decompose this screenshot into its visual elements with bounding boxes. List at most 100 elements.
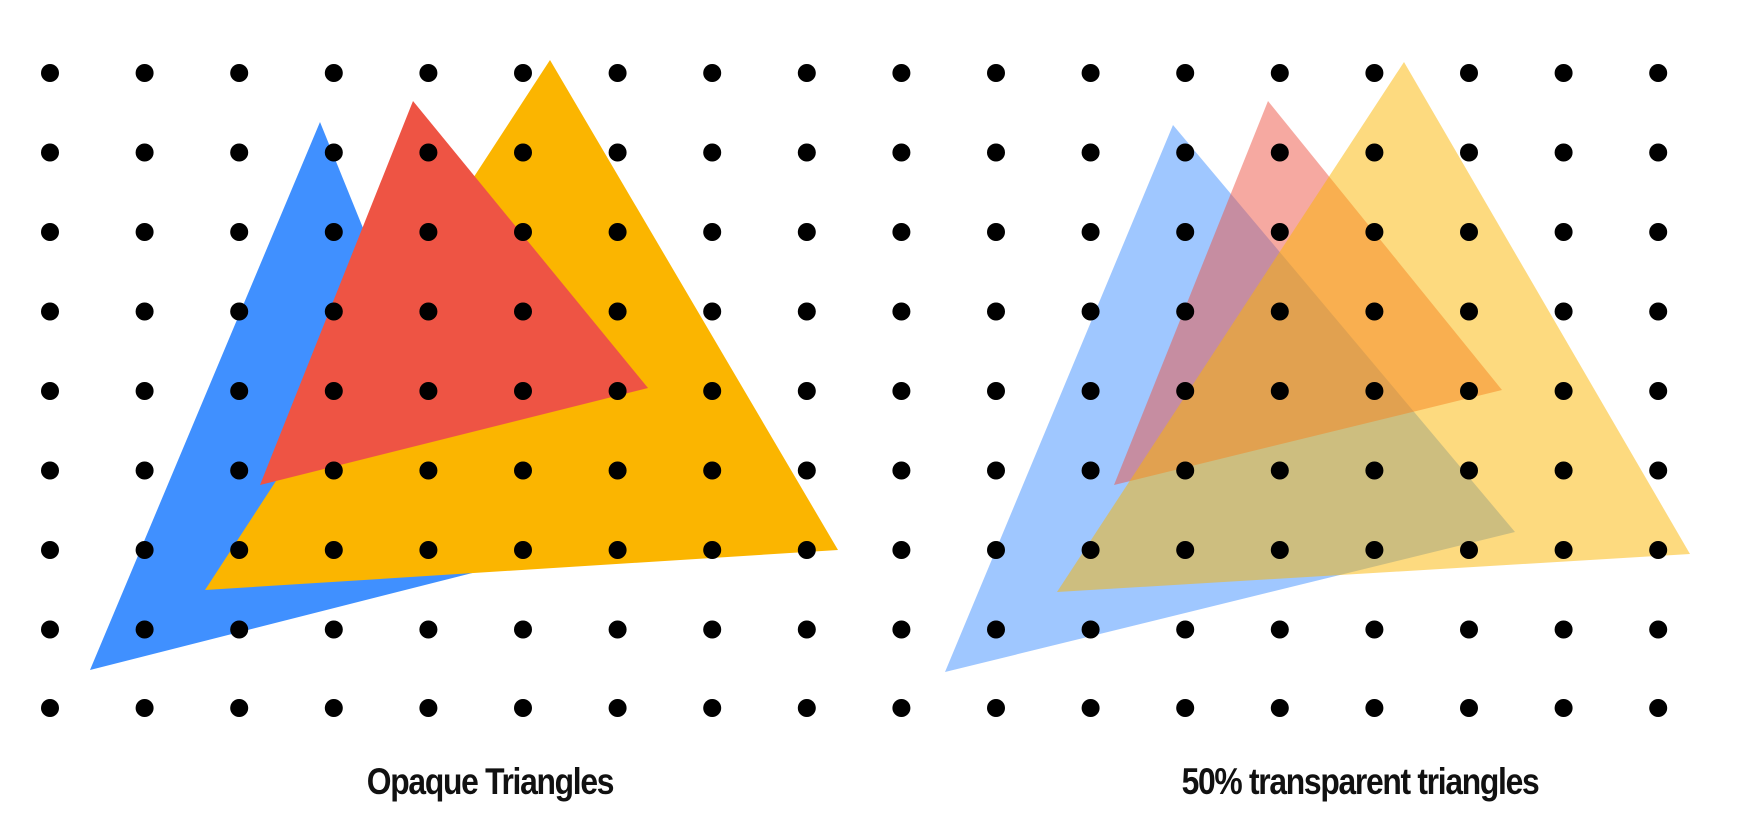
sample-point-dot	[135, 620, 154, 639]
sample-point-dot	[1554, 64, 1573, 82]
sample-point-dot	[230, 620, 249, 639]
sample-point-dot	[1365, 461, 1384, 480]
sample-point-dot	[608, 143, 627, 162]
sample-point-dot	[135, 64, 154, 82]
sample-point-dot	[703, 541, 722, 559]
sample-point-dot	[1365, 382, 1384, 400]
sample-point-dot	[608, 302, 627, 321]
sample-point-dot	[1365, 143, 1384, 162]
sample-point-dot	[1270, 699, 1289, 717]
sample-point-dot	[797, 302, 816, 321]
sample-point-dot	[608, 541, 627, 559]
sample-point-dot	[1270, 302, 1289, 321]
sample-point-dot	[892, 461, 911, 480]
sample-point-dot	[1554, 382, 1573, 400]
sample-point-dot	[1081, 699, 1100, 717]
sample-point-dot	[419, 223, 438, 241]
sample-point-dot	[419, 461, 438, 480]
sample-point-dot	[608, 64, 627, 82]
sample-point-dot	[514, 541, 532, 559]
sample-point-dot	[135, 699, 154, 717]
sample-point-dot	[1460, 64, 1478, 82]
sample-point-dot	[514, 143, 532, 162]
sample-point-dot	[1176, 64, 1195, 82]
sample-point-dot	[135, 223, 154, 241]
sample-point-dot	[230, 143, 249, 162]
sample-point-dot	[797, 64, 816, 82]
sample-point-dot	[797, 461, 816, 480]
sample-point-dot	[892, 143, 911, 162]
sample-point-dot	[1649, 461, 1668, 480]
sample-point-dot	[1270, 461, 1289, 480]
sample-point-dot	[1270, 541, 1289, 559]
sample-point-dot	[1270, 620, 1289, 639]
sample-point-dot	[1554, 699, 1573, 717]
sample-point-dot	[324, 143, 343, 162]
sample-point-dot	[514, 302, 532, 321]
sample-point-dot	[324, 461, 343, 480]
sample-point-dot	[1176, 223, 1195, 241]
sample-point-dot	[1270, 64, 1289, 82]
sample-point-dot	[419, 699, 438, 717]
sample-point-dot	[608, 461, 627, 480]
sample-point-dot	[892, 541, 911, 559]
sample-point-dot	[324, 699, 343, 717]
sample-point-dot	[41, 143, 59, 162]
sample-point-dot	[419, 620, 438, 639]
sample-point-dot	[892, 223, 911, 241]
sample-point-dot	[797, 541, 816, 559]
sample-point-dot	[41, 699, 59, 717]
sample-point-dot	[230, 541, 249, 559]
sample-point-dot	[324, 223, 343, 241]
sample-point-dot	[514, 620, 532, 639]
sample-point-dot	[41, 541, 59, 559]
yellow-triangle	[1057, 62, 1690, 592]
sample-point-dot	[1649, 620, 1668, 639]
sample-point-grid	[41, 64, 1668, 717]
sample-point-dot	[324, 382, 343, 400]
sample-point-dot	[230, 699, 249, 717]
sample-point-dot	[230, 382, 249, 400]
sample-point-dot	[230, 461, 249, 480]
sample-point-dot	[1460, 223, 1478, 241]
sample-point-dot	[892, 302, 911, 321]
sample-point-dot	[797, 620, 816, 639]
sample-point-dot	[1554, 143, 1573, 162]
sample-point-dot	[324, 302, 343, 321]
sample-point-dot	[892, 620, 911, 639]
sample-point-dot	[1460, 541, 1478, 559]
sample-point-dot	[1554, 541, 1573, 559]
sample-point-dot	[1081, 223, 1100, 241]
sample-point-dot	[892, 64, 911, 82]
sample-point-dot	[1649, 699, 1668, 717]
sample-point-dot	[1460, 620, 1478, 639]
sample-point-dot	[1460, 143, 1478, 162]
sample-point-dot	[1460, 382, 1478, 400]
transparent-panel	[945, 62, 1690, 672]
sample-point-dot	[1176, 620, 1195, 639]
transparent-triangles-caption: 50% transparent triangles	[1181, 761, 1540, 802]
sample-point-dot	[1554, 302, 1573, 321]
sample-point-dot	[1649, 541, 1668, 559]
sample-point-dot	[230, 302, 249, 321]
sample-point-dot	[230, 64, 249, 82]
sample-point-dot	[1270, 143, 1289, 162]
sample-point-dot	[1649, 143, 1668, 162]
sample-point-dot	[1365, 620, 1384, 639]
sample-point-dot	[703, 620, 722, 639]
sample-point-dot	[41, 382, 59, 400]
sample-point-dot	[1270, 223, 1289, 241]
sample-point-dot	[1460, 461, 1478, 480]
sample-point-dot	[703, 223, 722, 241]
sample-point-dot	[797, 699, 816, 717]
sample-point-dot	[608, 382, 627, 400]
sample-point-dot	[1649, 302, 1668, 321]
sample-point-dot	[703, 64, 722, 82]
sample-point-dot	[1081, 620, 1100, 639]
sample-point-dot	[608, 223, 627, 241]
sample-point-dot	[987, 143, 1005, 162]
sample-point-dot	[1176, 699, 1195, 717]
sample-point-dot	[703, 699, 722, 717]
sample-point-dot	[1649, 382, 1668, 400]
